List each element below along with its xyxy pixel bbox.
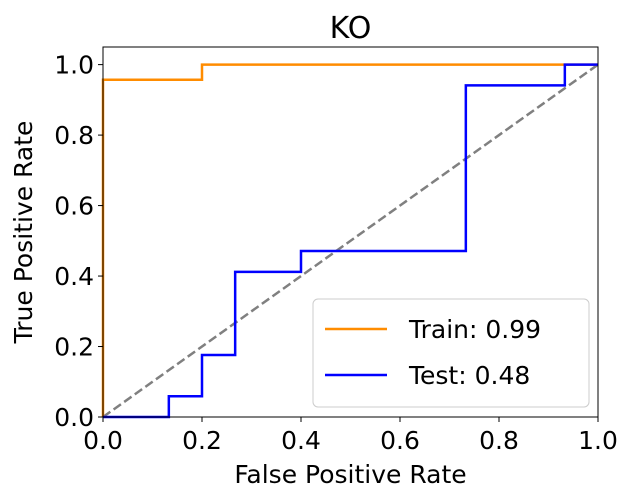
legend-label-train: Train: 0.99 — [408, 315, 541, 344]
x-tick-label: 0.8 — [479, 426, 519, 455]
x-tick-label: 0.6 — [380, 426, 420, 455]
plot-area — [101, 46, 599, 419]
y-tick-label: 0.4 — [54, 262, 94, 291]
x-axis-label: False Positive Rate — [234, 460, 466, 489]
reference-diagonal-line — [102, 63, 599, 419]
y-axis-label: True Positive Rate — [9, 121, 38, 345]
x-tick-label: 0.2 — [182, 426, 222, 455]
x-tick-label: 0.4 — [281, 426, 321, 455]
plot-frame — [102, 46, 599, 418]
y-tick-label: 0.2 — [54, 333, 94, 362]
x-tick-label: 0.0 — [83, 426, 123, 455]
legend: Train: 0.99 Test: 0.48 — [312, 298, 590, 408]
legend-label-test: Test: 0.48 — [408, 361, 530, 390]
y-tick-label: 0.6 — [54, 192, 94, 221]
y-axis-ticks: 0.0 0.2 0.4 0.6 0.8 1.0 — [54, 51, 103, 432]
y-tick-label: 0.8 — [54, 121, 94, 150]
series-line-test — [103, 63, 598, 419]
y-tick-label: 1.0 — [54, 51, 94, 80]
chart-title: KO — [330, 11, 372, 46]
x-axis-ticks: 0.0 0.2 0.4 0.6 0.8 1.0 — [83, 417, 618, 455]
y-tick-label: 0.0 — [54, 403, 94, 432]
legend-box — [312, 298, 590, 408]
x-tick-label: 1.0 — [578, 426, 618, 455]
